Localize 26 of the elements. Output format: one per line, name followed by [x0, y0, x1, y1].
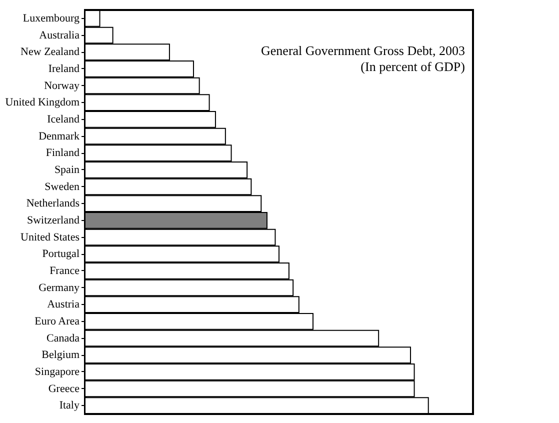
y-tick-label: United Kingdom: [5, 96, 80, 109]
y-tick-label: Iceland: [47, 113, 80, 126]
y-tick-label: Australia: [39, 29, 80, 42]
y-tick-label: United States: [20, 231, 80, 244]
y-tick-label: Canada: [46, 332, 80, 344]
y-tick-label: Portugal: [42, 248, 80, 260]
y-tick-label: Italy: [59, 400, 80, 412]
text: (In percent of GDP): [360, 59, 465, 74]
y-tick-label: Denmark: [38, 130, 80, 142]
y-tick-label: Singapore: [34, 366, 80, 378]
y-tick-label: Switzerland: [26, 214, 80, 226]
y-tick-label: France: [50, 264, 80, 277]
y-tick-label: Sweden: [44, 180, 80, 193]
y-tick-label: Spain: [54, 164, 80, 176]
y-tick-label: Finland: [46, 147, 80, 160]
y-tick-label: Netherlands: [26, 198, 80, 210]
y-tick-label: Belgium: [42, 349, 80, 362]
y-tick-label: Austria: [47, 298, 80, 311]
y-tick-label: Greece: [48, 382, 80, 395]
y-tick-label: New Zealand: [20, 46, 80, 58]
y-tick-label: Germany: [38, 282, 80, 294]
y-tick-label: Luxembourg: [22, 12, 80, 24]
text: General Government Gross Debt, 2003: [261, 43, 465, 58]
y-tick-label: Euro Area: [34, 315, 80, 328]
y-tick-label: Norway: [44, 80, 80, 92]
y-tick-label: Ireland: [48, 62, 80, 75]
